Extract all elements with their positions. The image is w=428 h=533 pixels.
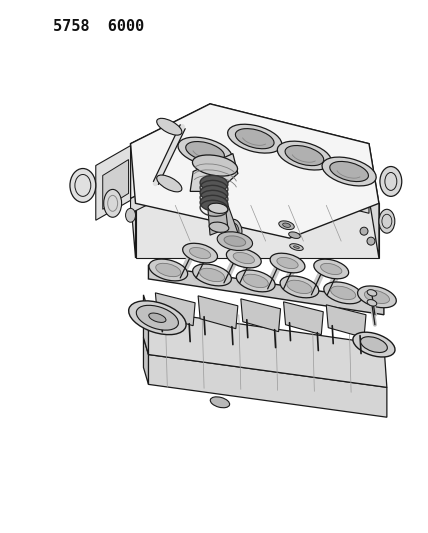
Ellipse shape — [190, 247, 211, 259]
Ellipse shape — [367, 237, 375, 245]
Ellipse shape — [125, 208, 136, 222]
Ellipse shape — [104, 189, 122, 217]
Ellipse shape — [324, 282, 363, 304]
Ellipse shape — [156, 263, 181, 277]
Polygon shape — [241, 299, 281, 332]
Ellipse shape — [277, 257, 298, 269]
Ellipse shape — [208, 203, 228, 213]
Ellipse shape — [360, 227, 368, 235]
Ellipse shape — [236, 270, 275, 292]
Ellipse shape — [210, 397, 230, 408]
Ellipse shape — [380, 166, 402, 196]
Ellipse shape — [200, 175, 228, 191]
Ellipse shape — [287, 280, 312, 294]
Ellipse shape — [186, 142, 224, 161]
Polygon shape — [131, 104, 210, 198]
Ellipse shape — [235, 128, 274, 149]
Polygon shape — [326, 305, 366, 337]
Text: 5758  6000: 5758 6000 — [53, 19, 144, 34]
Polygon shape — [103, 159, 128, 209]
Ellipse shape — [209, 222, 229, 232]
Ellipse shape — [360, 337, 387, 352]
Ellipse shape — [193, 264, 232, 286]
Polygon shape — [143, 295, 149, 354]
Ellipse shape — [270, 253, 305, 273]
Ellipse shape — [183, 243, 217, 263]
Ellipse shape — [193, 155, 238, 176]
Ellipse shape — [233, 253, 254, 264]
Polygon shape — [190, 154, 238, 191]
Ellipse shape — [228, 124, 282, 153]
Ellipse shape — [314, 259, 349, 279]
Polygon shape — [96, 146, 131, 220]
Polygon shape — [198, 296, 238, 329]
Ellipse shape — [199, 268, 225, 281]
Ellipse shape — [330, 161, 369, 182]
Ellipse shape — [285, 146, 324, 166]
Ellipse shape — [280, 276, 319, 298]
Polygon shape — [143, 337, 149, 384]
Ellipse shape — [178, 137, 232, 166]
Ellipse shape — [243, 274, 268, 288]
Polygon shape — [131, 144, 136, 258]
Polygon shape — [149, 354, 387, 417]
Ellipse shape — [217, 232, 253, 251]
Ellipse shape — [136, 305, 178, 330]
Ellipse shape — [200, 185, 228, 201]
Ellipse shape — [228, 220, 242, 241]
Ellipse shape — [231, 223, 239, 237]
Ellipse shape — [224, 236, 246, 246]
Ellipse shape — [277, 141, 332, 170]
Polygon shape — [211, 188, 240, 243]
Ellipse shape — [282, 223, 291, 228]
Polygon shape — [283, 302, 323, 335]
Polygon shape — [210, 158, 369, 213]
Polygon shape — [149, 265, 384, 315]
Ellipse shape — [367, 289, 377, 296]
Ellipse shape — [149, 313, 166, 322]
Ellipse shape — [367, 300, 377, 306]
Ellipse shape — [321, 263, 342, 274]
Ellipse shape — [200, 195, 228, 212]
Ellipse shape — [330, 286, 356, 300]
Ellipse shape — [157, 175, 182, 192]
Ellipse shape — [353, 332, 395, 357]
Ellipse shape — [70, 168, 96, 203]
Polygon shape — [131, 158, 210, 213]
Ellipse shape — [379, 209, 395, 233]
Ellipse shape — [290, 244, 303, 251]
Polygon shape — [149, 311, 387, 387]
Ellipse shape — [322, 157, 376, 186]
Polygon shape — [208, 203, 228, 235]
Ellipse shape — [149, 259, 187, 281]
Polygon shape — [369, 144, 379, 258]
Polygon shape — [210, 104, 369, 198]
Ellipse shape — [288, 232, 300, 238]
Ellipse shape — [364, 290, 389, 303]
Ellipse shape — [157, 118, 182, 135]
Polygon shape — [136, 203, 379, 258]
Polygon shape — [155, 293, 195, 326]
Ellipse shape — [226, 248, 261, 268]
Ellipse shape — [357, 286, 396, 308]
Ellipse shape — [279, 221, 294, 230]
Ellipse shape — [294, 246, 299, 248]
Ellipse shape — [129, 301, 186, 335]
Polygon shape — [131, 104, 379, 238]
